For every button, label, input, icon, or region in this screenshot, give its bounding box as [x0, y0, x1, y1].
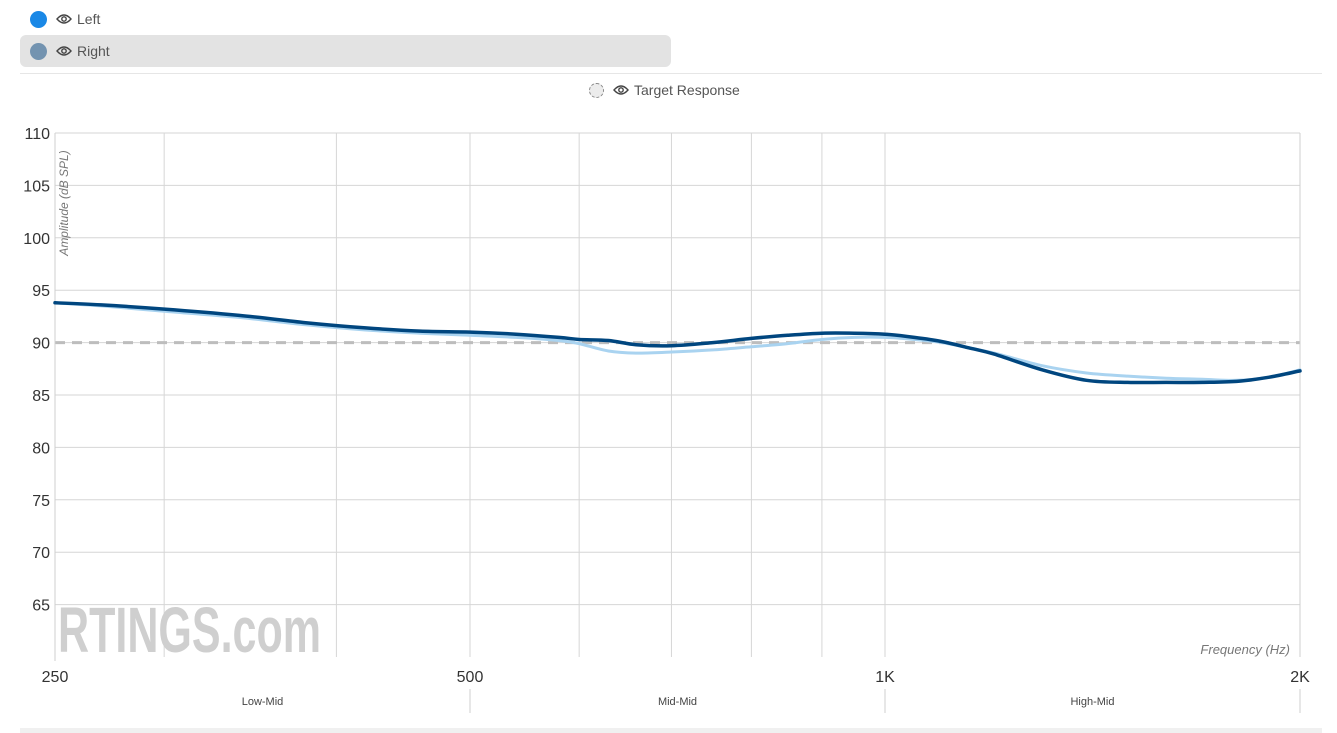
legend-label-target: Target Response [634, 82, 740, 98]
x-tick-label: 2K [1290, 669, 1310, 686]
band-label: High-Mid [1070, 696, 1114, 708]
legend-item-target[interactable]: Target Response [589, 79, 740, 101]
band-label: Low-Mid [242, 696, 284, 708]
eye-icon[interactable] [613, 84, 629, 96]
y-axis-title: Amplitude (dB SPL) [57, 150, 71, 256]
y-tick-label: 80 [32, 440, 50, 457]
legend-label-left: Left [77, 11, 101, 27]
y-tick-label: 90 [32, 336, 50, 353]
left-color-swatch[interactable] [30, 10, 47, 28]
x-tick-label: 250 [42, 669, 69, 686]
target-swatch[interactable] [589, 82, 604, 98]
eye-icon[interactable] [56, 13, 72, 25]
x-tick-label: 1K [875, 669, 895, 686]
band-label: Mid-Mid [658, 696, 697, 708]
y-tick-label: 95 [32, 283, 50, 300]
right-color-swatch[interactable] [30, 42, 47, 60]
y-tick-label: 100 [23, 231, 50, 248]
y-tick-label: 85 [32, 388, 50, 405]
y-tick-label: 110 [24, 126, 50, 143]
eye-icon[interactable] [56, 45, 72, 57]
y-tick-label: 105 [23, 178, 50, 195]
legend-item-right[interactable]: Right [20, 35, 671, 67]
series-line-right [53, 301, 1302, 382]
y-tick-label: 70 [32, 545, 50, 562]
y-tick-label: 75 [32, 493, 50, 510]
y-tick-label: 65 [32, 598, 50, 615]
legend-divider [20, 73, 1322, 74]
series-line-left [53, 301, 1302, 385]
bottom-scrollbar [20, 728, 1322, 733]
x-axis-title: Frequency (Hz) [1200, 642, 1290, 657]
legend-label-right: Right [77, 43, 110, 59]
legend-item-left[interactable]: Left [20, 3, 671, 35]
x-tick-label: 500 [457, 669, 484, 686]
watermark-logo: RTINGS.com [58, 594, 321, 666]
